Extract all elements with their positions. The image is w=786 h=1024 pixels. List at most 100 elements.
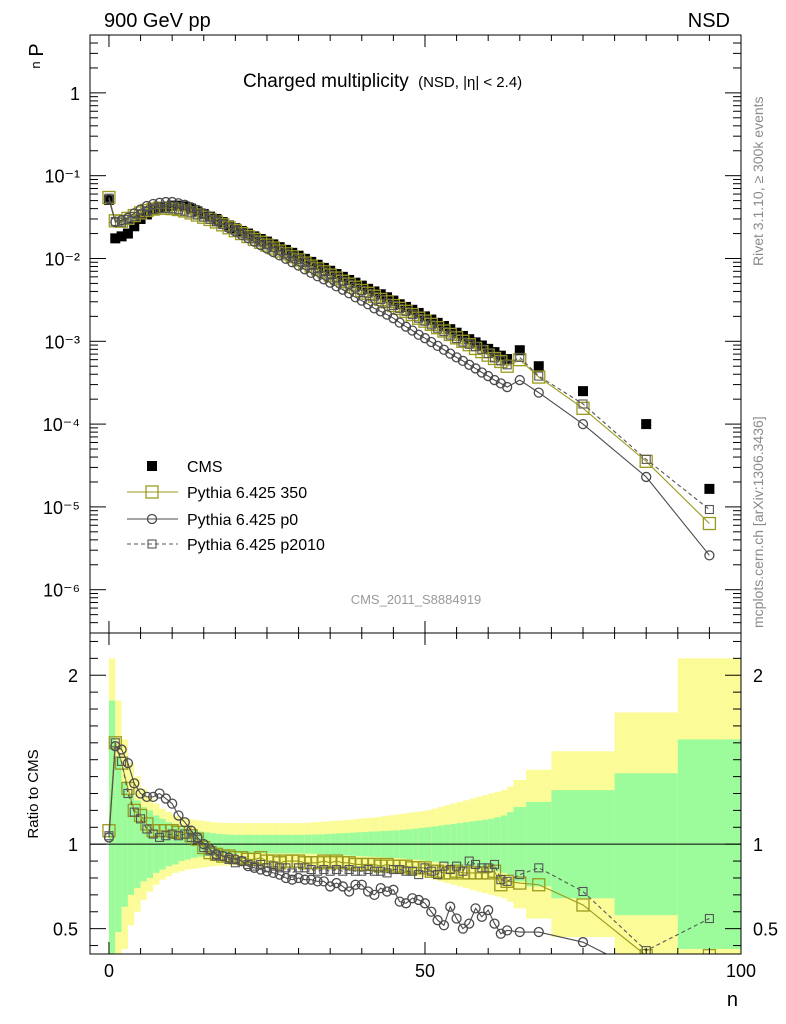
ratio-point-pythia-p2010 [123, 788, 133, 799]
point-pythia-p2010 [464, 339, 474, 349]
point-pythia-p0 [533, 387, 544, 398]
ratio-point-pythia-p2010 [262, 863, 272, 873]
ratio-point-pythia-p0 [331, 877, 342, 889]
ratio-point-pythia-p2010 [192, 834, 202, 844]
point-pythia-p0 [167, 196, 178, 208]
point-cms [577, 386, 588, 397]
y-tick-label-main: 10⁻² [44, 249, 80, 269]
point-pythia-p2010 [148, 204, 158, 215]
point-pythia-p2010 [199, 212, 209, 222]
point-pythia-p0 [501, 381, 513, 393]
ratio-point-pythia-p2010 [281, 863, 291, 873]
ratio-point-pythia-p2010 [211, 851, 221, 861]
ratio-point-pythia-p2010 [173, 831, 184, 841]
point-pythia-p2010 [268, 243, 278, 253]
ratio-point-pythia-p0 [268, 867, 279, 879]
point-pythia-p2010 [117, 217, 127, 227]
ratio-point-pythia-p2010 [180, 829, 190, 839]
point-pythia-p2010 [395, 303, 405, 313]
point-pythia-p0 [160, 196, 171, 208]
ratio-point-pythia-p2010 [199, 843, 209, 853]
y-tick-label-ratio: 1 [68, 835, 78, 855]
ratio-point-pythia-p2010 [433, 870, 443, 880]
point-cms [129, 221, 140, 232]
point-pythia-p2010 [262, 240, 272, 250]
ratio-point-pythia-p2010 [319, 864, 329, 875]
point-pythia-p0 [451, 352, 462, 363]
ratio-point-pythia-p2010 [300, 863, 310, 873]
point-pythia-p2010 [129, 212, 139, 222]
mcplots-label: mcplots.cern.ch [arXiv:1306.3436] [750, 416, 766, 628]
point-pythia-p2010 [515, 352, 525, 362]
ratio-point-pythia-p0 [343, 886, 355, 897]
point-pythia-p0 [148, 198, 159, 210]
ratio-point-pythia-p0 [495, 928, 506, 939]
point-pythia-p2010 [161, 203, 171, 214]
ratio-point-pythia-p0 [533, 926, 544, 938]
point-cms [533, 361, 544, 372]
ratio-point-pythia-p2010 [312, 866, 323, 876]
y-tick-label-ratio-right: 1 [753, 835, 763, 855]
ratio-point-pythia-p2010 [350, 866, 361, 876]
ratio-point-pythia-p0 [362, 886, 374, 897]
ratio-point-pythia-p0 [642, 970, 651, 979]
x-tick-label: 50 [415, 961, 435, 981]
ratio-point-pythia-p2010 [294, 863, 304, 873]
ratio-point-pythia-p0 [381, 886, 393, 897]
ratio-point-pythia-p0 [287, 874, 298, 885]
point-pythia-p2010 [237, 228, 247, 238]
point-pythia-p0 [287, 257, 298, 268]
ratio-point-pythia-p2010 [186, 832, 196, 842]
ratio-point-pythia-p2010 [445, 864, 455, 875]
point-cms [110, 233, 121, 244]
main-series-layer [102, 190, 717, 561]
chart-title: Charged multiplicity (NSD, |η| < 2.4) [243, 71, 522, 92]
point-pythia-p0 [577, 418, 589, 430]
ratio-point-pythia-p0 [369, 889, 380, 901]
y-axis-label-main-sub: n [28, 61, 43, 68]
ratio-point-pythia-p2010 [136, 814, 146, 824]
point-pythia-p0 [375, 306, 386, 317]
ratio-point-pythia-p2010 [704, 913, 714, 924]
point-pythia-p2010 [502, 360, 512, 370]
point-pythia-p0 [641, 471, 652, 483]
point-pythia-p2010 [401, 306, 411, 316]
ratio-point-pythia-p2010 [641, 946, 651, 954]
ratio-point-pythia-p0 [356, 879, 367, 890]
ratio-point-pythia-p0 [173, 810, 184, 821]
ratio-point-pythia-p2010 [439, 861, 449, 871]
point-pythia-p2010 [350, 282, 361, 292]
ratio-point-pythia-p2010 [534, 863, 544, 873]
point-pythia-p2010 [300, 258, 310, 268]
ratio-point-pythia-p0 [476, 911, 488, 922]
ratio-point-pythia-p2010 [578, 886, 588, 897]
point-pythia-p2010 [256, 237, 266, 247]
point-pythia-p2010 [154, 204, 165, 214]
ratio-point-pythia-p2010 [205, 846, 215, 856]
legend-item-pythia-p2010: Pythia 6.425 p2010 [127, 537, 325, 554]
point-cms [704, 483, 715, 494]
legend-item-pythia-p0: Pythia 6.425 p0 [127, 512, 298, 529]
point-cms [116, 231, 127, 242]
ratio-point-pythia-p2010 [388, 864, 398, 875]
legend-marker [146, 513, 158, 525]
ratio-point-pythia-p2010 [224, 854, 234, 864]
ratio-point-pythia-p2010 [414, 870, 424, 880]
point-pythia-p2010 [369, 291, 379, 301]
ratio-point-pythia-p0 [179, 817, 190, 828]
ratio-point-pythia-p0 [280, 872, 292, 884]
point-pythia-p2010 [180, 206, 190, 216]
ratio-point-pythia-p0 [122, 757, 134, 769]
ratio-point-pythia-p0 [274, 869, 285, 880]
ratio-point-pythia-p2010 [470, 859, 481, 870]
analysis-id: CMS_2011_S8884919 [351, 592, 482, 607]
ratio-point-pythia-p0 [129, 778, 140, 789]
point-pythia-p2010 [357, 285, 367, 296]
point-pythia-p2010 [470, 342, 481, 352]
ratio-point-pythia-p0 [148, 791, 159, 803]
point-pythia-p2010 [338, 276, 348, 286]
ratio-point-pythia-p2010 [167, 829, 177, 839]
chart-title-main: Charged multiplicity [243, 71, 409, 92]
x-tick-label: 0 [104, 961, 114, 981]
